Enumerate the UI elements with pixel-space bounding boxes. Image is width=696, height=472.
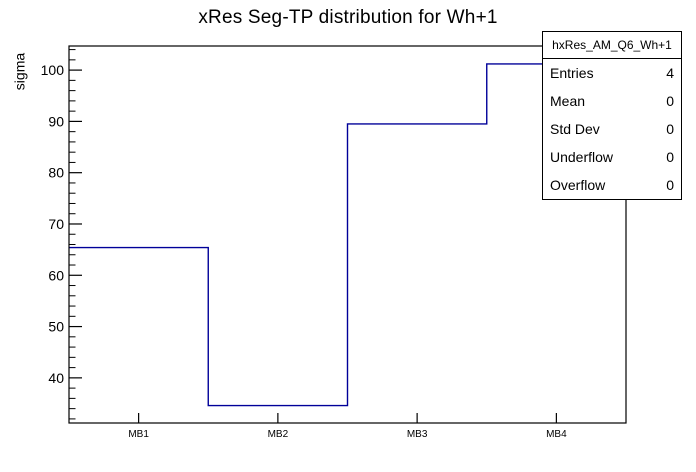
- x-tick-label: MB3: [407, 429, 428, 440]
- stats-row-entries: Entries 4: [543, 59, 681, 87]
- y-tick-label: 50: [48, 319, 64, 335]
- y-tick-label: 90: [48, 113, 64, 129]
- y-tick-label: 100: [41, 62, 65, 78]
- stats-row-underflow: Underflow 0: [543, 143, 681, 171]
- stats-box: hxRes_AM_Q6_Wh+1 Entries 4 Mean 0 Std De…: [542, 31, 682, 200]
- stat-value: 0: [666, 177, 674, 193]
- stats-row-overflow: Overflow 0: [543, 171, 681, 199]
- histogram-line: [69, 63, 626, 407]
- stats-row-stddev: Std Dev 0: [543, 115, 681, 143]
- stat-label: Underflow: [550, 149, 614, 165]
- stat-value: 0: [666, 93, 674, 109]
- y-tick-label: 40: [48, 370, 64, 386]
- stat-label: Mean: [550, 93, 586, 109]
- x-tick-label: MB1: [128, 429, 149, 440]
- stat-label: Entries: [550, 65, 594, 81]
- stat-value: 0: [666, 121, 674, 137]
- y-tick-label: 70: [48, 216, 64, 232]
- stat-label: Overflow: [550, 177, 606, 193]
- y-tick-label: 80: [48, 165, 64, 181]
- x-tick-label: MB4: [546, 429, 567, 440]
- plot-title: xRes Seg-TP distribution for Wh+1: [198, 7, 498, 28]
- stats-box-title: hxRes_AM_Q6_Wh+1: [543, 32, 681, 59]
- stats-row-mean: Mean 0: [543, 87, 681, 115]
- stat-value: 0: [666, 149, 674, 165]
- y-tick-label: 60: [48, 267, 64, 283]
- stat-value: 4: [666, 65, 674, 81]
- stat-label: Std Dev: [550, 121, 600, 137]
- x-tick-label: MB2: [268, 429, 289, 440]
